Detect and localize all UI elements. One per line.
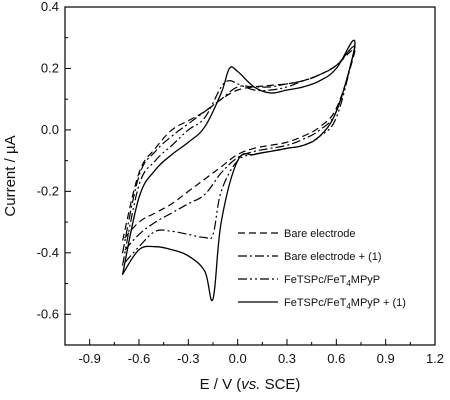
legend-label-subscript: 4 <box>346 279 351 288</box>
legend-label-3: FeTSPc/FeT4MPyP <box>284 274 380 288</box>
x-axis-title-part-2: vs. <box>241 376 260 393</box>
y-tick-label: -0.4 <box>37 245 59 260</box>
y-axis-ticks: -0.6 -0.4 -0.2 0.0 0.2 0.4 <box>37 0 71 346</box>
y-tick-label: -0.6 <box>37 306 59 321</box>
legend-label-2: Bare electrode + (1) <box>284 251 382 263</box>
x-axis-ticks: -0.9 -0.6 -0.3 0.0 0.3 0.6 0.9 1.2 <box>64 339 444 366</box>
series-line-1 <box>122 48 356 242</box>
y-axis-title: Current / µA <box>2 135 19 216</box>
x-tick-label: 0.9 <box>377 351 395 366</box>
legend-label-main: Bare electrode <box>284 228 356 240</box>
x-tick-label: 0.3 <box>278 351 296 366</box>
legend-label-1: Bare electrode <box>284 228 356 240</box>
x-tick-label: -0.9 <box>78 351 100 366</box>
legend-label-4: FeTSPc/FeT4MPyP + (1) <box>284 297 406 311</box>
legend: Bare electrode Bare electrode + (1) FeTSPc… <box>238 228 406 311</box>
x-tick-label: -0.3 <box>177 351 199 366</box>
series-line-3 <box>122 45 356 266</box>
x-tick-label: 0.0 <box>229 351 247 366</box>
y-tick-label: 0.2 <box>41 60 59 75</box>
plot-frame <box>64 6 436 346</box>
y-tick-label: 0.0 <box>41 122 59 137</box>
y-tick-label: -0.2 <box>37 183 59 198</box>
x-axis-title-part-3: SCE) <box>260 376 300 393</box>
series-line-4 <box>121 39 356 302</box>
x-axis-title-part-1: E / V ( <box>200 376 242 393</box>
legend-label-rest: MPyP <box>351 274 380 286</box>
y-tick-label: 0.4 <box>41 0 59 14</box>
x-tick-label: 1.2 <box>426 351 444 366</box>
legend-label-main: Bare electrode + (1) <box>284 251 382 263</box>
legend-label-rest: MPyP + (1) <box>351 297 406 309</box>
series-group <box>121 39 356 302</box>
x-tick-label: -0.6 <box>128 351 150 366</box>
series-line-2 <box>122 45 356 254</box>
legend-label-main: FeTSPc/FeT <box>284 274 347 286</box>
x-axis-title: E / V (vs. SCE) <box>200 376 301 393</box>
legend-label-subscript: 4 <box>346 302 351 311</box>
x-tick-label: 0.6 <box>327 351 345 366</box>
legend-label-main: FeTSPc/FeT <box>284 297 347 309</box>
